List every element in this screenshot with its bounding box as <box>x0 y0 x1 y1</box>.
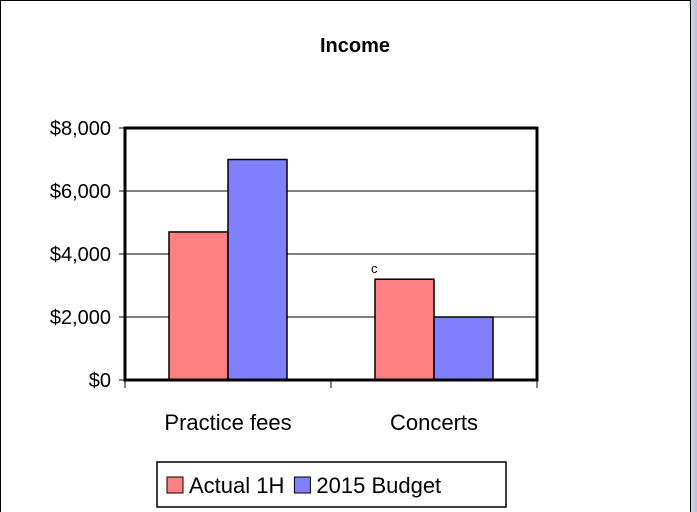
axes <box>119 127 538 388</box>
x-category-labels: Practice fees Concerts <box>164 410 478 435</box>
legend: Actual 1H 2015 Budget <box>156 461 507 508</box>
legend-box <box>156 461 507 508</box>
chart-title: Income <box>320 35 390 57</box>
y-tick-label: $8,000 <box>50 118 111 140</box>
y-tick-label: $0 <box>89 370 111 392</box>
legend-swatch <box>166 476 184 494</box>
y-tick-labels: $0 $2,000 $4,000 $6,000 $8,000 <box>50 118 111 392</box>
bar <box>227 158 288 381</box>
legend-label: Actual 1H <box>189 473 284 498</box>
legend-swatch <box>293 476 311 494</box>
legend-label: 2015 Budget <box>316 473 441 498</box>
bar <box>168 231 229 381</box>
bar <box>374 278 435 381</box>
bars <box>168 158 494 381</box>
y-tick-label: $4,000 <box>50 244 111 266</box>
y-tick-label: $2,000 <box>50 307 111 329</box>
bar <box>433 316 494 381</box>
x-category-label: Concerts <box>390 410 478 435</box>
x-category-label: Practice fees <box>164 410 291 435</box>
y-tick-label: $6,000 <box>50 181 111 203</box>
window-edge <box>691 0 697 512</box>
annotations: c <box>371 261 378 276</box>
data-annotation: c <box>371 261 378 276</box>
